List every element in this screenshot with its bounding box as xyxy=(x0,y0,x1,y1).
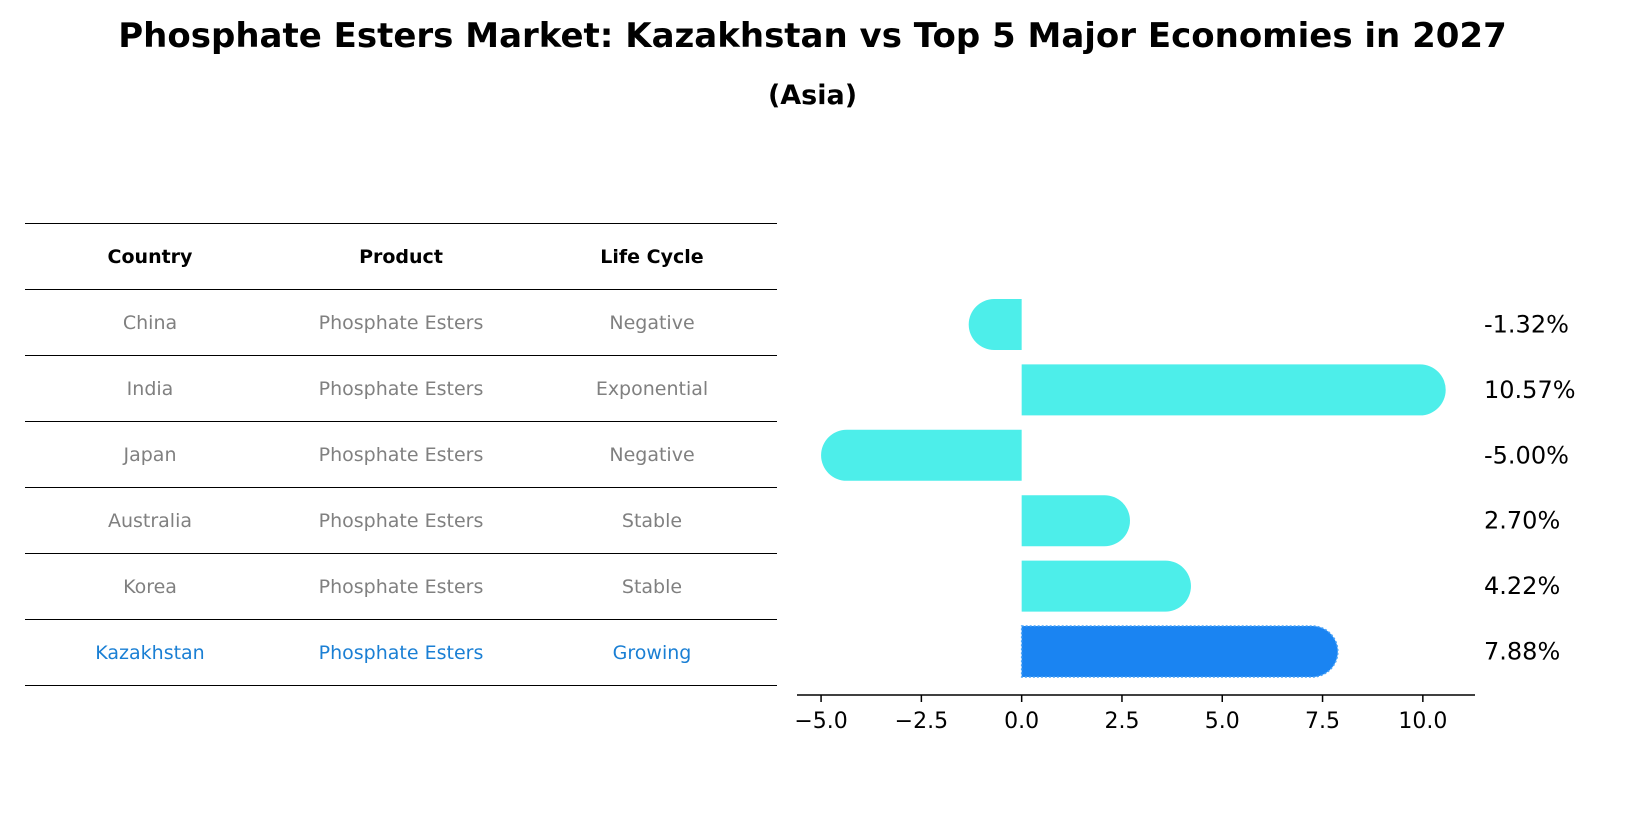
table-row: China Phosphate Esters Negative xyxy=(25,289,777,356)
table-body: China Phosphate Esters Negative India Phosph… xyxy=(25,289,777,686)
x-tick-label: 7.5 xyxy=(1305,709,1340,734)
cell-life-cycle: Exponential xyxy=(527,355,777,422)
cell-country: India xyxy=(25,355,275,422)
bar-korea xyxy=(1021,560,1191,612)
table-row: Australia Phosphate Esters Stable xyxy=(25,487,777,554)
cell-life-cycle: Stable xyxy=(527,553,777,620)
bar-india xyxy=(1021,364,1446,416)
table-row: India Phosphate Esters Exponential xyxy=(25,355,777,422)
cell-country: Kazakhstan xyxy=(25,619,275,686)
cell-product: Phosphate Esters xyxy=(275,553,527,620)
value-label: -1.32% xyxy=(1484,311,1569,339)
value-label: 2.70% xyxy=(1484,507,1560,535)
x-tick-label: −5.0 xyxy=(794,709,847,734)
table-row: Kazakhstan Phosphate Esters Growing xyxy=(25,619,777,686)
bar-japan xyxy=(821,429,1022,481)
value-label: 7.88% xyxy=(1484,638,1560,666)
cell-product: Phosphate Esters xyxy=(275,487,527,554)
value-label: -5.00% xyxy=(1484,441,1569,469)
cell-product: Phosphate Esters xyxy=(275,289,527,356)
table-row: Japan Phosphate Esters Negative xyxy=(25,421,777,488)
cell-country: Korea xyxy=(25,553,275,620)
x-tick-label: 2.5 xyxy=(1104,709,1139,734)
bar-china xyxy=(968,299,1022,350)
cell-country: Australia xyxy=(25,487,275,554)
table-header-row: Country Product Life Cycle xyxy=(25,223,777,290)
page-subtitle: (Asia) xyxy=(767,80,858,111)
cell-product: Phosphate Esters xyxy=(275,355,527,422)
x-tick-label: 10.0 xyxy=(1398,709,1447,734)
header-life-cycle: Life Cycle xyxy=(527,223,777,290)
cell-life-cycle: Negative xyxy=(527,421,777,488)
bar-kazakhstan xyxy=(1020,625,1339,678)
value-label: 10.57% xyxy=(1484,376,1576,404)
cell-country: Japan xyxy=(25,421,275,488)
data-table: Country Product Life Cycle China Phosphat… xyxy=(25,223,777,686)
bar-australia xyxy=(1021,495,1130,547)
x-tick-label: −2.5 xyxy=(895,709,948,734)
cell-life-cycle: Stable xyxy=(527,487,777,554)
cell-product: Phosphate Esters xyxy=(275,421,527,488)
table-row: Korea Phosphate Esters Stable xyxy=(25,553,777,620)
x-tick-label: 5.0 xyxy=(1205,709,1240,734)
cell-product: Phosphate Esters xyxy=(275,619,527,686)
header-product: Product xyxy=(275,223,527,290)
cell-life-cycle: Negative xyxy=(527,289,777,356)
cell-country: China xyxy=(25,289,275,356)
page-title: Phosphate Esters Market: Kazakhstan vs T… xyxy=(118,16,1507,56)
value-label: 4.22% xyxy=(1484,572,1560,600)
x-tick-label: 0.0 xyxy=(1004,709,1039,734)
cell-life-cycle: Growing xyxy=(527,619,777,686)
header-country: Country xyxy=(25,223,275,290)
